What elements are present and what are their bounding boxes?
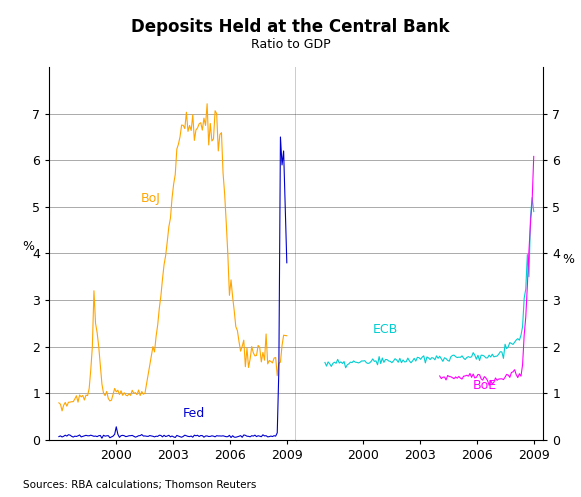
Text: Sources: RBA calculations; Thomson Reuters: Sources: RBA calculations; Thomson Reute… (23, 480, 257, 490)
Text: Fed: Fed (182, 407, 205, 419)
Text: Deposits Held at the Central Bank: Deposits Held at the Central Bank (131, 18, 450, 36)
Y-axis label: %: % (562, 253, 575, 266)
Text: ECB: ECB (372, 323, 397, 335)
Text: Ratio to GDP: Ratio to GDP (250, 38, 331, 51)
Text: BoJ: BoJ (141, 192, 160, 205)
Text: BoE: BoE (473, 379, 497, 392)
Y-axis label: %: % (22, 241, 34, 253)
